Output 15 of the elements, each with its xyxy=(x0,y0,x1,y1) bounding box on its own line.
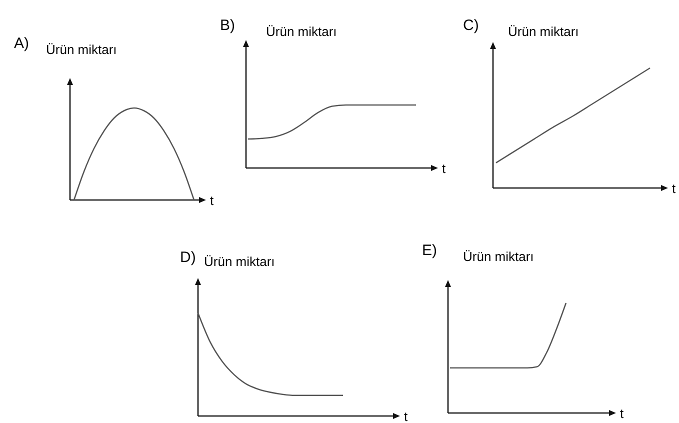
y-axis-title: Ürün miktarı xyxy=(266,24,337,39)
x-axis-title: t xyxy=(672,181,676,196)
x-axis-title: t xyxy=(620,406,624,421)
chart-title: C) xyxy=(463,17,479,34)
chart-title: A) xyxy=(14,35,30,52)
x-axis-title: t xyxy=(404,409,408,423)
y-axis-title: Ürün miktarı xyxy=(463,249,534,264)
y-axis-title: Ürün miktarı xyxy=(508,24,579,39)
chart-title: B) xyxy=(220,17,236,34)
y-axis-title: Ürün miktarı xyxy=(204,254,275,269)
y-axis-title: Ürün miktarı xyxy=(46,42,117,57)
chart-title: D) xyxy=(180,249,196,266)
chart-title: E) xyxy=(422,242,438,259)
x-axis-title: t xyxy=(442,161,446,176)
x-axis-title: t xyxy=(210,193,214,208)
